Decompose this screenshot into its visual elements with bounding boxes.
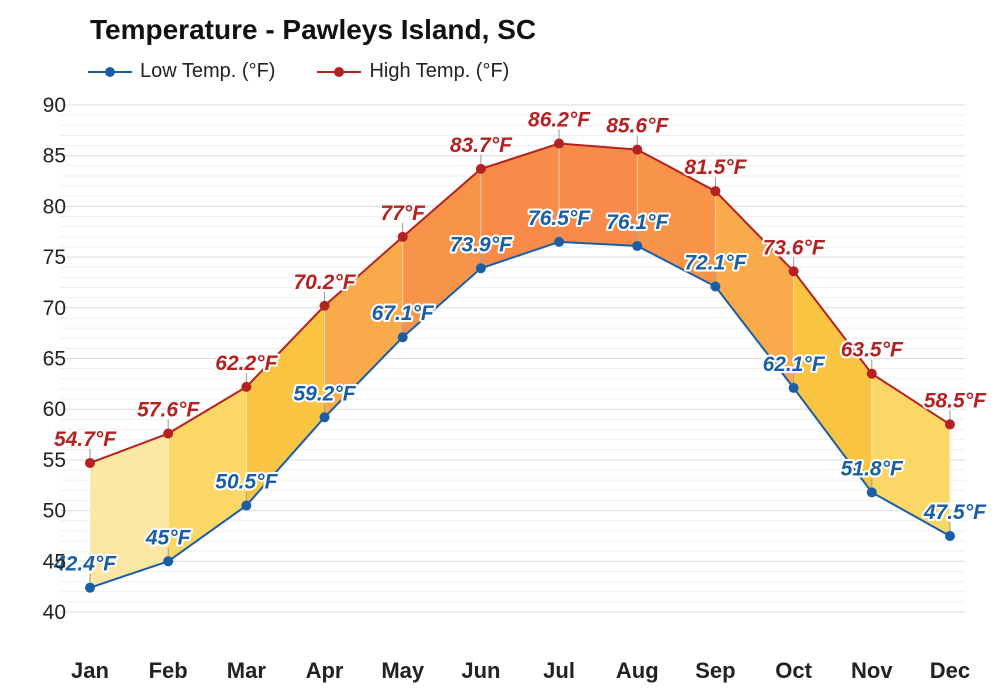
high-temp-point-oct[interactable]	[788, 266, 799, 277]
range-band-segment	[168, 386, 247, 562]
y-tick-label: 65	[43, 348, 66, 371]
legend-low-marker	[88, 66, 132, 77]
low-temp-label-jun: 73.9°F	[450, 233, 513, 256]
high-temp-point-mar[interactable]	[241, 381, 252, 392]
x-tick-label-dec: Dec	[930, 658, 970, 683]
low-temp-point-aug[interactable]	[632, 240, 643, 251]
legend-high-marker	[317, 66, 362, 77]
high-temp-point-dec[interactable]	[944, 419, 955, 430]
high-temp-point-aug[interactable]	[632, 144, 643, 155]
range-band-segment	[793, 271, 872, 493]
y-tick-label: 70	[43, 297, 66, 320]
high-temp-point-apr[interactable]	[319, 300, 330, 311]
high-temp-label-oct: 73.6°F	[763, 236, 826, 259]
y-tick-label: 50	[43, 500, 66, 523]
range-band-segment	[324, 236, 403, 418]
low-temp-point-jan[interactable]	[85, 582, 95, 593]
y-tick-label: 55	[43, 449, 66, 472]
range-band-segment	[637, 149, 716, 287]
x-tick-label-jul: Jul	[543, 658, 575, 683]
low-temp-label-aug: 76.1°F	[606, 211, 669, 234]
legend: Low Temp. (°F) High Temp. (°F)	[88, 60, 551, 83]
low-temp-point-mar[interactable]	[241, 500, 252, 511]
high-temp-label-feb: 57.6°F	[137, 399, 200, 422]
y-tick-label: 40	[43, 601, 66, 624]
low-temp-point-apr[interactable]	[319, 412, 330, 423]
high-temp-point-jul[interactable]	[554, 138, 565, 149]
x-tick-label-jun: Jun	[461, 658, 500, 683]
low-temp-label-sep: 72.1°F	[684, 252, 747, 275]
range-band-segment	[402, 168, 481, 338]
high-temp-label-apr: 70.2°F	[293, 271, 356, 294]
low-temp-label-may: 67.1°F	[372, 302, 435, 325]
low-temp-point-oct[interactable]	[788, 382, 799, 393]
low-temp-label-apr: 59.2°F	[293, 382, 356, 405]
high-temp-label-aug: 85.6°F	[606, 115, 669, 138]
high-temp-line	[89, 142, 951, 464]
low-temp-point-feb[interactable]	[163, 556, 174, 567]
legend-item-high[interactable]: High Temp. (°F)	[317, 60, 509, 83]
legend-low-label: Low Temp. (°F)	[140, 60, 276, 82]
low-temp-label-mar: 50.5°F	[215, 471, 278, 494]
high-temp-point-sep[interactable]	[710, 186, 721, 197]
range-band-segment	[871, 373, 950, 536]
range-band-segment	[559, 143, 638, 246]
low-temp-point-jul[interactable]	[554, 236, 565, 247]
low-temp-point-sep[interactable]	[710, 281, 721, 292]
legend-high-label: High Temp. (°F)	[369, 60, 510, 82]
high-temp-label-jul: 86.2°F	[528, 109, 591, 132]
high-temp-point-jan[interactable]	[85, 457, 95, 468]
high-temp-label-jan: 54.7°F	[54, 428, 117, 451]
low-temp-point-dec[interactable]	[944, 530, 955, 541]
x-tick-label-aug: Aug	[616, 658, 659, 683]
range-band-segment	[90, 433, 169, 588]
y-tick-label: 85	[43, 145, 66, 168]
range-band-segment	[246, 305, 325, 506]
high-temp-point-nov[interactable]	[866, 368, 877, 379]
high-temp-label-mar: 62.2°F	[215, 352, 278, 375]
x-tick-label-feb: Feb	[149, 658, 188, 683]
low-temp-line	[89, 240, 951, 589]
x-tick-label-apr: Apr	[306, 658, 344, 683]
high-temp-point-may[interactable]	[397, 231, 408, 242]
y-tick-label: 45	[43, 550, 66, 573]
y-tick-label: 75	[43, 246, 66, 269]
high-temp-label-jun: 83.7°F	[450, 134, 513, 157]
high-temp-label-dec: 58.5°F	[924, 389, 987, 412]
x-tick-label-nov: Nov	[851, 658, 893, 683]
low-temp-point-may[interactable]	[397, 332, 408, 343]
low-temp-point-nov[interactable]	[866, 487, 877, 498]
x-tick-label-jan: Jan	[71, 658, 109, 683]
low-temp-label-oct: 62.1°F	[763, 353, 826, 376]
low-temp-label-dec: 47.5°F	[923, 501, 987, 524]
high-temp-label-nov: 63.5°F	[841, 339, 904, 362]
high-temp-label-sep: 81.5°F	[684, 156, 747, 179]
high-temp-label-may: 77°F	[380, 202, 426, 225]
range-band-segment	[480, 143, 560, 269]
low-temp-label-feb: 45°F	[145, 526, 192, 549]
x-tick-label-sep: Sep	[695, 658, 735, 683]
x-tick-label-mar: Mar	[227, 658, 267, 683]
range-band-segment	[715, 191, 794, 388]
low-temp-label-nov: 51.8°F	[841, 457, 904, 480]
x-tick-label-may: May	[381, 658, 425, 683]
y-tick-label: 80	[43, 195, 66, 218]
legend-item-low[interactable]: Low Temp. (°F)	[88, 60, 275, 83]
chart-title: Temperature - Pawleys Island, SC	[90, 14, 537, 45]
x-tick-label-oct: Oct	[775, 658, 812, 683]
low-temp-label-jul: 76.5°F	[528, 207, 591, 230]
low-temp-point-jun[interactable]	[475, 263, 486, 274]
y-tick-label: 90	[43, 94, 66, 117]
y-tick-label: 60	[43, 398, 66, 421]
high-temp-point-feb[interactable]	[163, 428, 174, 439]
high-temp-point-jun[interactable]	[475, 163, 486, 174]
low-temp-label-jan: 42.4°F	[53, 553, 117, 576]
